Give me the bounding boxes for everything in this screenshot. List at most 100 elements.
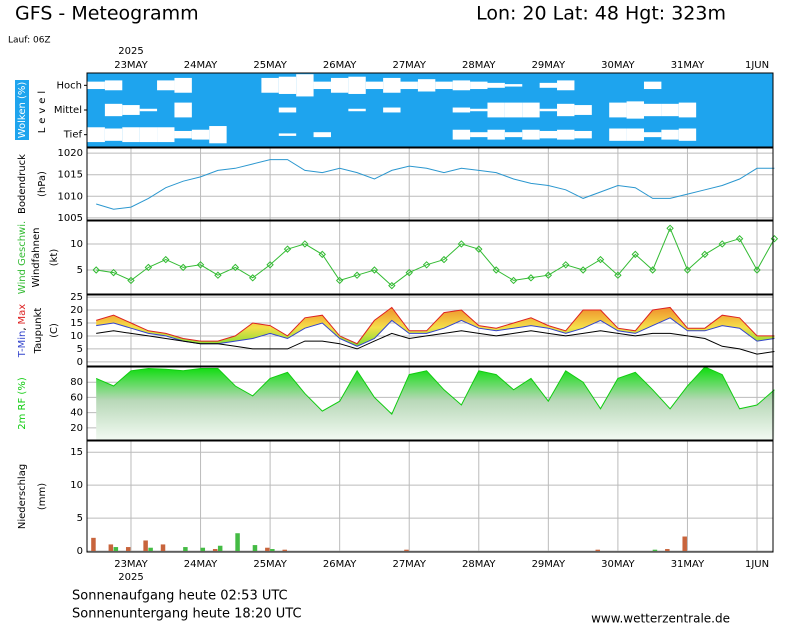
series-line	[96, 306, 775, 345]
bar	[212, 549, 218, 552]
year-bottom: 2025	[118, 572, 143, 583]
day-label-bottom: 28MAY	[462, 559, 496, 570]
marker	[249, 274, 257, 282]
cloud-cover	[365, 81, 384, 90]
cloud-cover	[609, 128, 627, 141]
marker	[301, 240, 309, 248]
cloud-cover	[278, 76, 297, 94]
cloud-cover	[383, 77, 401, 93]
bar	[148, 547, 153, 552]
marker	[770, 235, 779, 243]
panel-frame	[86, 220, 774, 295]
cloud-cover	[557, 80, 575, 91]
marker	[475, 245, 483, 253]
marker	[353, 271, 361, 279]
day-label-bottom: 24MAY	[184, 559, 218, 570]
marker	[614, 271, 622, 279]
cloud-cover	[87, 81, 105, 90]
y-tick-label: 10	[70, 480, 83, 491]
y-tick-label: 15	[70, 318, 83, 329]
bar	[235, 533, 240, 552]
cloud-cover	[104, 103, 123, 117]
cloud-cover	[104, 128, 123, 141]
marker	[388, 281, 396, 290]
marker	[266, 261, 274, 269]
y-tick-label: 1010	[58, 191, 83, 202]
cloud-cover	[574, 130, 592, 139]
series-label: Wind Geschwi.	[17, 221, 28, 294]
title: GFS - Meteogramm	[15, 3, 199, 25]
location: Lon: 20 Lat: 48 Hgt: 323m	[476, 3, 726, 25]
cloud-cover	[296, 74, 314, 97]
y-tick-label: 80	[70, 377, 83, 388]
marker	[370, 266, 379, 274]
cloud-cover	[278, 107, 297, 113]
year-top: 2025	[118, 46, 143, 57]
cloud-cover	[191, 129, 210, 140]
marker	[179, 263, 187, 272]
y-axis-label: Windfahnen	[31, 228, 42, 288]
level-label: Hoch	[57, 80, 82, 91]
day-label-bottom: 23MAY	[114, 559, 148, 570]
level-label: Mittel	[54, 105, 82, 116]
bar	[595, 549, 601, 552]
marker	[127, 276, 135, 285]
bar	[652, 549, 658, 552]
cloud-cover	[157, 127, 175, 143]
marker	[422, 261, 431, 269]
y-tick-label: 20	[70, 305, 83, 316]
cloud-cover	[539, 108, 558, 112]
day-label-bottom: 1JUN	[745, 559, 769, 570]
y-axis-label: Bodendruck	[17, 154, 28, 214]
cloud-cover	[452, 80, 471, 91]
cloud-cover	[313, 81, 331, 90]
cloud-cover	[139, 108, 158, 112]
temp-range-fill	[96, 307, 775, 347]
cloud-cover	[504, 102, 523, 118]
cloud-cover	[348, 108, 366, 112]
bar	[665, 549, 670, 552]
legend-entry: Max	[17, 304, 28, 325]
cloud-cover	[122, 127, 140, 143]
marker	[162, 255, 170, 264]
day-label-bottom: 26MAY	[323, 559, 357, 570]
y-tick-label: 1005	[58, 213, 83, 224]
cloud-cover	[643, 103, 662, 117]
bar	[200, 547, 206, 552]
day-label-top: 29MAY	[532, 60, 566, 71]
bar	[125, 547, 131, 552]
series-line	[96, 159, 775, 210]
bar	[404, 549, 409, 552]
cloud-cover	[643, 132, 662, 138]
series-legend: T-Min, Max	[17, 304, 28, 358]
series-label: 2m RF (%)	[17, 377, 28, 430]
cloud-cover	[470, 81, 488, 90]
level-label: Tief	[63, 130, 83, 141]
y-tick-label: 15	[70, 447, 83, 458]
bar	[160, 544, 166, 552]
marker	[457, 240, 466, 248]
y-tick-label: 25	[70, 292, 83, 303]
y-axis-label: (mm)	[37, 483, 48, 510]
bar	[282, 549, 287, 552]
cloud-cover	[470, 132, 488, 138]
cloud-cover	[157, 80, 175, 91]
day-label-bottom: 27MAY	[392, 559, 426, 570]
cloud-cover	[417, 79, 436, 92]
marker	[579, 266, 587, 274]
marker	[527, 274, 535, 282]
panel-frame	[86, 440, 774, 553]
cloud-cover	[643, 81, 662, 90]
marker	[753, 266, 761, 274]
day-label-bottom: 31MAY	[671, 559, 705, 570]
cloud-cover	[678, 102, 697, 118]
bar	[252, 545, 258, 552]
cloud-cover	[209, 126, 227, 144]
y-tick-label: 5	[77, 513, 83, 524]
marker	[214, 271, 222, 279]
cloud-label: Wolken (%)	[17, 82, 28, 139]
day-label-top: 23MAY	[114, 60, 148, 71]
day-label-top: 26MAY	[323, 60, 357, 71]
cloud-cover	[504, 132, 523, 138]
marker	[144, 263, 153, 272]
